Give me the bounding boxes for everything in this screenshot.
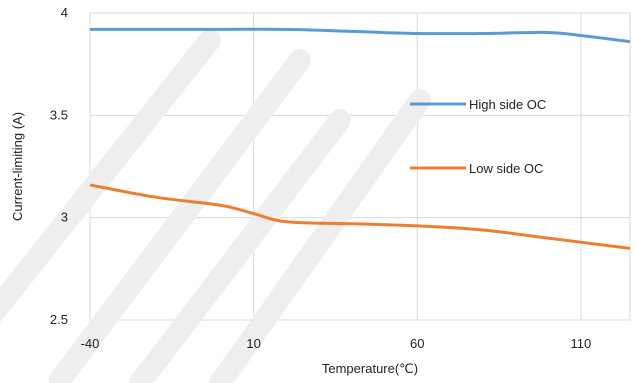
y-axis-label: Current-limiting (A) <box>10 112 25 221</box>
y-tick-label: 3.5 <box>50 107 68 122</box>
y-tick-label: 2.5 <box>50 312 68 327</box>
legend: High side OC Low side OC <box>410 97 546 176</box>
x-tick-label: 60 <box>410 336 424 351</box>
series-lines <box>89 27 631 250</box>
watermark-stroke <box>129 109 351 383</box>
x-axis-label: Temperature(℃) <box>322 361 418 376</box>
x-tick-label: -40 <box>81 336 100 351</box>
legend-label-high-side: High side OC <box>469 97 546 112</box>
y-tick-label: 3 <box>61 210 68 225</box>
tick-labels: 2.5 3 3.5 4 -40 10 60 110 <box>50 5 591 351</box>
x-tick-label: 110 <box>571 336 592 351</box>
watermark-stroke <box>49 49 311 383</box>
watermark-stroke <box>0 29 221 323</box>
watermark-stroke <box>209 89 431 383</box>
series-line-low-side <box>89 183 631 250</box>
y-tick-label: 4 <box>61 5 68 20</box>
x-tick-label: 10 <box>246 336 260 351</box>
series-line-high-side <box>90 27 631 44</box>
legend-label-low-side: Low side OC <box>469 161 543 176</box>
